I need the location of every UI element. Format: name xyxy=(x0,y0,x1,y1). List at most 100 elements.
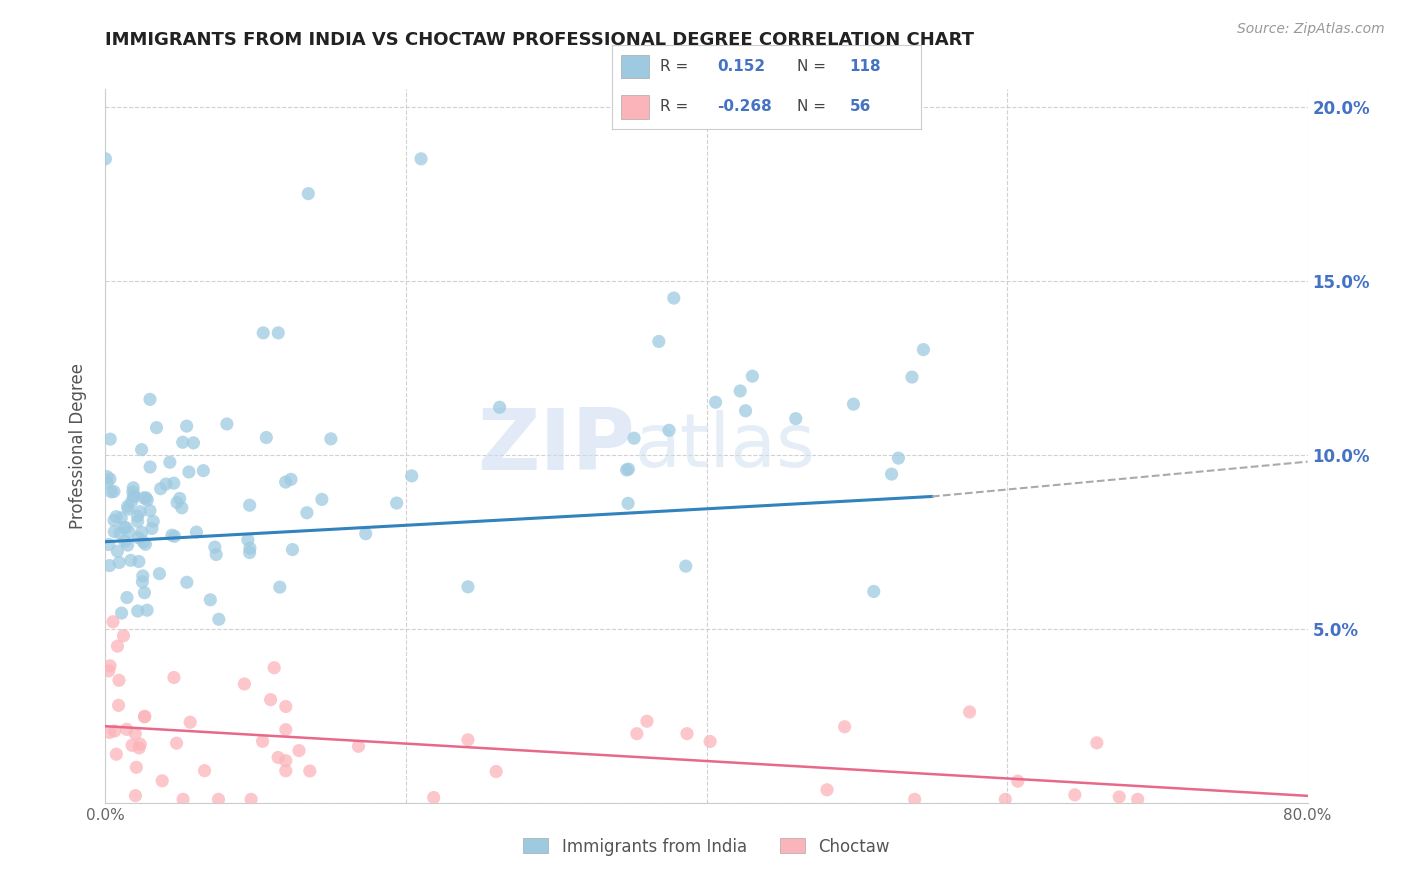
Point xyxy=(904,792,927,806)
Point xyxy=(183,435,205,450)
Point xyxy=(295,506,318,520)
Point xyxy=(239,545,262,559)
Point xyxy=(131,574,153,589)
Legend: Immigrants from India, Choctaw: Immigrants from India, Choctaw xyxy=(516,831,897,863)
Point xyxy=(134,709,156,723)
Point xyxy=(134,585,156,599)
Point xyxy=(233,677,256,691)
Point xyxy=(114,534,136,549)
Point xyxy=(125,760,148,774)
Point xyxy=(617,496,640,510)
Text: -0.268: -0.268 xyxy=(717,99,772,114)
Point xyxy=(1085,736,1108,750)
Point xyxy=(107,544,129,558)
Point xyxy=(901,370,924,384)
Point xyxy=(97,664,120,678)
Point xyxy=(741,369,763,384)
Point xyxy=(136,493,159,508)
Point xyxy=(108,556,131,570)
Point xyxy=(122,490,145,504)
Point xyxy=(880,467,903,482)
FancyBboxPatch shape xyxy=(621,54,648,78)
Point xyxy=(623,431,645,445)
Point xyxy=(129,737,152,751)
Point xyxy=(204,540,226,554)
Point xyxy=(267,750,290,764)
FancyBboxPatch shape xyxy=(621,95,648,120)
Text: N =: N = xyxy=(797,99,827,114)
Point xyxy=(98,432,121,446)
Text: R =: R = xyxy=(659,99,688,114)
Point xyxy=(101,615,124,629)
Point xyxy=(149,482,172,496)
Point xyxy=(239,498,262,512)
Point xyxy=(98,558,121,573)
Point xyxy=(121,485,143,500)
Point xyxy=(1108,789,1130,804)
Point xyxy=(269,580,291,594)
Point xyxy=(815,782,838,797)
Point xyxy=(626,727,648,741)
Point xyxy=(912,343,935,357)
Point xyxy=(105,509,128,524)
Point xyxy=(422,790,444,805)
Point xyxy=(166,736,188,750)
Point xyxy=(115,520,138,534)
Point xyxy=(239,541,262,556)
Point xyxy=(385,496,408,510)
Point xyxy=(297,186,319,201)
Point xyxy=(100,484,122,499)
Point xyxy=(96,469,118,483)
Point xyxy=(648,334,671,349)
Point xyxy=(704,395,727,409)
Point xyxy=(142,514,165,528)
Point xyxy=(658,423,681,437)
Point xyxy=(994,792,1017,806)
Point xyxy=(215,417,238,431)
Point xyxy=(1007,774,1029,789)
Point xyxy=(115,723,138,737)
Point xyxy=(728,384,751,398)
Point xyxy=(103,524,125,539)
Point xyxy=(127,531,149,545)
Point xyxy=(107,639,129,653)
Point xyxy=(124,789,146,803)
Point xyxy=(280,472,302,486)
Point xyxy=(274,475,297,489)
Point xyxy=(252,326,274,340)
Point xyxy=(240,792,263,806)
Point xyxy=(834,720,856,734)
Point xyxy=(354,526,377,541)
Text: ZIP: ZIP xyxy=(477,404,634,488)
Point xyxy=(107,698,129,713)
Point xyxy=(401,468,423,483)
Point xyxy=(163,476,186,491)
Text: Source: ZipAtlas.com: Source: ZipAtlas.com xyxy=(1237,22,1385,37)
Point xyxy=(662,291,685,305)
Point xyxy=(488,401,510,415)
Point xyxy=(1126,792,1149,806)
Point xyxy=(170,500,193,515)
Point xyxy=(127,514,149,528)
Point xyxy=(172,435,194,450)
Point xyxy=(112,629,135,643)
Point xyxy=(155,477,177,491)
Point xyxy=(122,481,145,495)
Point xyxy=(132,491,155,505)
Point xyxy=(105,747,128,762)
Text: N =: N = xyxy=(797,59,827,74)
Point xyxy=(97,537,120,551)
Point xyxy=(263,661,285,675)
Y-axis label: Professional Degree: Professional Degree xyxy=(69,363,87,529)
Point xyxy=(117,538,139,552)
Point xyxy=(267,326,290,340)
Point xyxy=(172,792,194,806)
Point xyxy=(208,612,231,626)
Point xyxy=(617,462,640,476)
Point xyxy=(193,464,215,478)
Point xyxy=(252,734,274,748)
Point xyxy=(236,533,259,547)
Point xyxy=(457,580,479,594)
Point xyxy=(205,548,228,562)
Point xyxy=(274,723,297,737)
